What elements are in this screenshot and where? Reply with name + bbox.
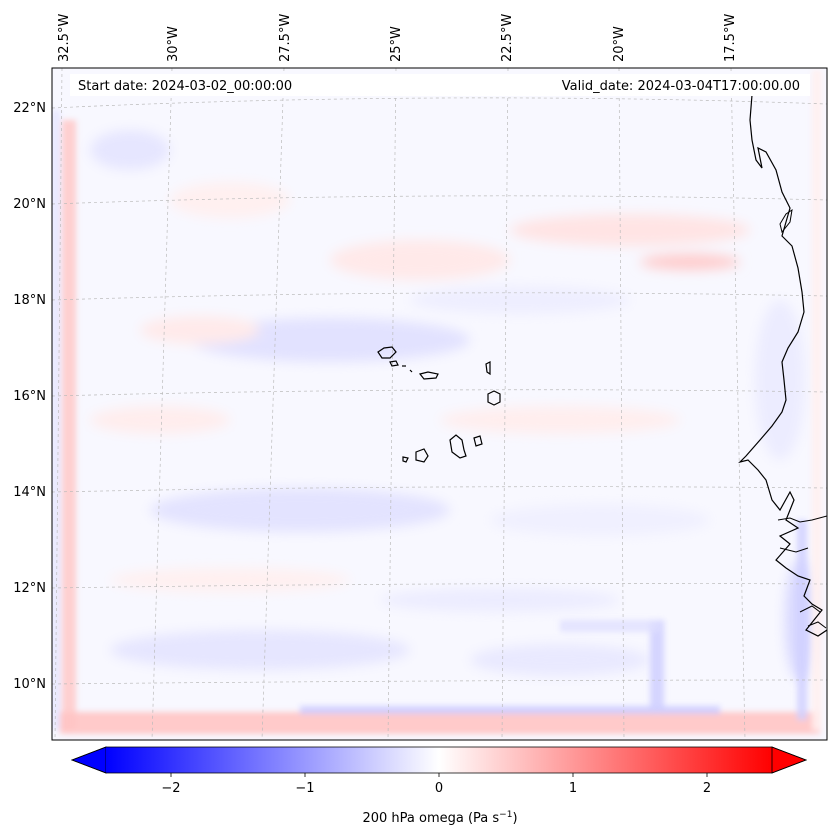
lon-label: 22.5°W	[500, 14, 515, 62]
colorbar-label-sup: −1	[499, 810, 512, 820]
colorbar-max-extend	[771, 746, 808, 774]
start-date-text: Start date: 2024-03-02_00:00:00	[78, 79, 292, 94]
colorbar-gradient	[106, 747, 772, 773]
lat-label: 10°N	[13, 677, 46, 692]
gridlines	[52, 68, 827, 740]
lon-label: 25°W	[389, 26, 404, 62]
lat-label: 22°N	[13, 101, 46, 116]
lon-label: 27.5°W	[278, 14, 293, 62]
valid-date-text: Valid_date: 2024-03-04T17:00:00.00	[562, 79, 800, 94]
africa-coastline-detail	[777, 208, 827, 629]
colorbar-label: 200 hPa omega (Pa s−1)	[362, 810, 517, 826]
lat-label: 18°N	[13, 293, 46, 308]
colorbar-min-extend	[70, 746, 107, 774]
lat-label: 20°N	[13, 197, 46, 212]
colorbar-tick-label: 2	[703, 781, 711, 796]
latitude-labels: 22°N 20°N 18°N 16°N 14°N 12°N 10°N	[13, 101, 46, 692]
lon-label: 30°W	[166, 26, 181, 62]
longitude-labels: 32.5°W 30°W 27.5°W 25°W 22.5°W 20°W 17.5…	[57, 14, 738, 62]
lon-label: 17.5°W	[723, 14, 738, 62]
colorbar: −2 −1 0 1 2 200 hPa omega (Pa s−1)	[70, 746, 808, 826]
colorbar-label-main: 200 hPa omega (Pa s	[362, 811, 499, 826]
africa-coastline	[738, 94, 827, 637]
lon-label: 20°W	[612, 26, 627, 62]
colorbar-tick-label: −2	[161, 781, 180, 796]
map-background	[52, 68, 827, 740]
colorbar-tick-label: 1	[569, 781, 577, 796]
colorbar-tick-label: 0	[435, 781, 443, 796]
boundary-stripes	[52, 70, 822, 734]
header-box	[70, 74, 810, 96]
lon-label: 32.5°W	[57, 14, 72, 62]
lat-label: 14°N	[13, 485, 46, 500]
cape-verde-islands	[377, 346, 501, 463]
colorbar-tick-label: −1	[295, 781, 314, 796]
colorbar-outline	[70, 746, 808, 774]
map-frame	[51, 67, 828, 741]
lat-label: 16°N	[13, 389, 46, 404]
lat-label: 12°N	[13, 581, 46, 596]
colorbar-label-end: )	[512, 811, 517, 826]
map-panel: Start date: 2024-03-02_00:00:00 Valid_da…	[52, 68, 827, 740]
